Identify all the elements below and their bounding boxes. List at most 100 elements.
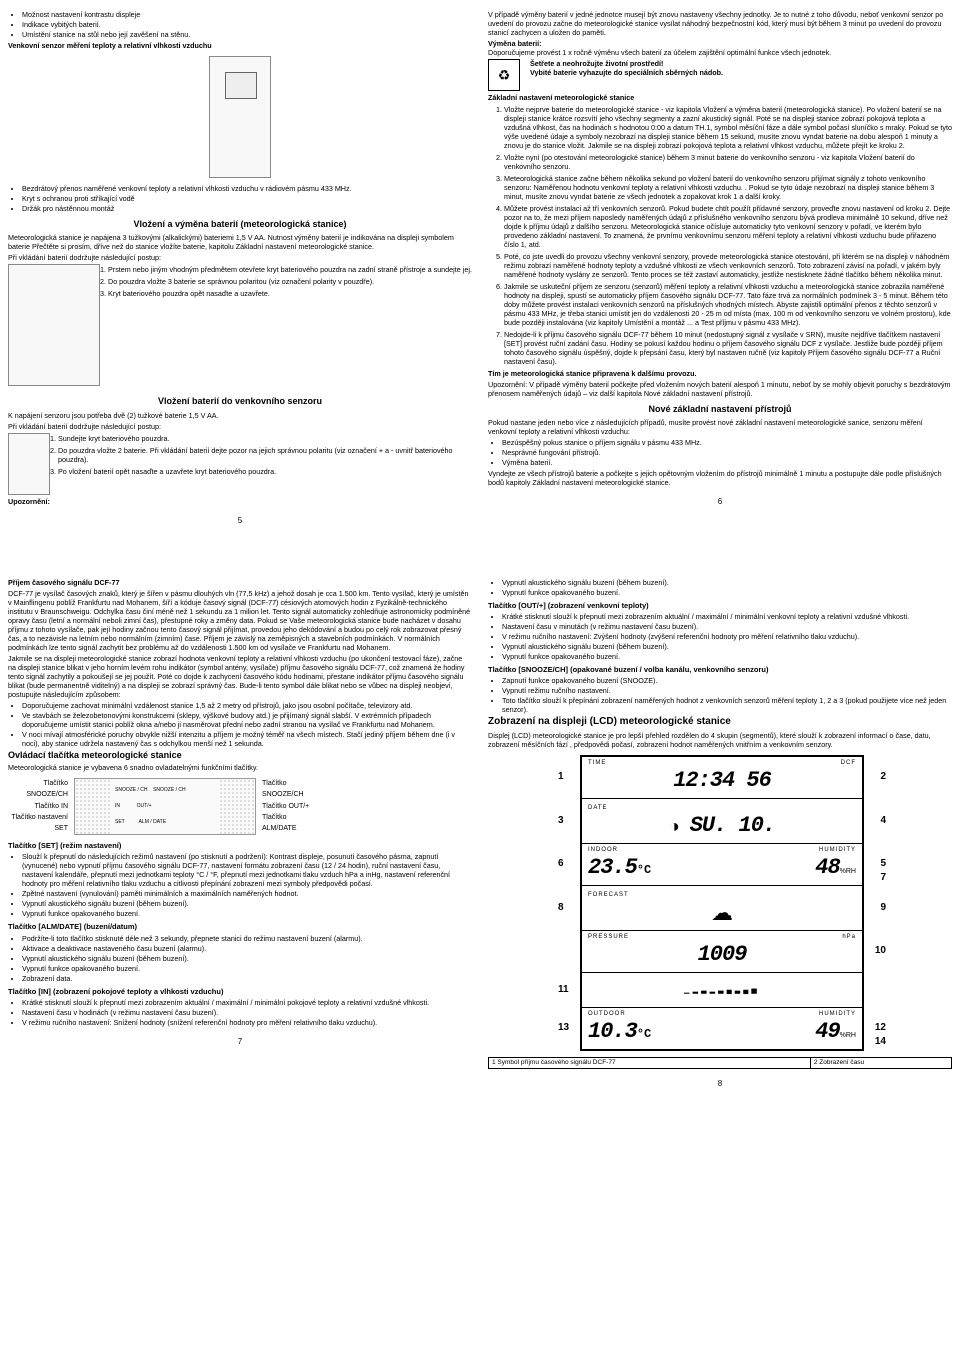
callout-5: 5 — [880, 858, 886, 871]
callout-4: 4 — [880, 815, 886, 828]
ready-note: Upozornění: V případě výměny baterií poč… — [488, 380, 952, 398]
list-item: V noci mívají atmosférické poruchy obvyk… — [22, 730, 472, 748]
lcd-forecast-row: 8 9 FORECAST ☁ — [582, 886, 862, 931]
list-item: Bezúspěšný pokus stanice o příjem signál… — [502, 438, 952, 447]
img-btn-label: SNOOZE / CH — [153, 787, 186, 793]
callout-2: 2 — [880, 771, 886, 784]
list-item: V režimu ručního nastavení: Snížení hodn… — [22, 1018, 472, 1027]
list-item: Možnost nastavení kontrastu displeje — [22, 10, 472, 19]
lcd-display-diagram: 1 2 TIME DCF 12:34 56 3 4 DATE — [580, 755, 860, 1051]
sensor-battery-heading: Vložení baterií do venkovního senzoru — [8, 396, 472, 407]
list-item: Po vložení baterií opět nasaďte a uzavře… — [24, 467, 472, 476]
list-item: Nastavení času v hodinách (v režimu nast… — [22, 1008, 472, 1017]
callout-7: 7 — [880, 872, 886, 885]
list-item: Vypnutí režimu ručního nastavení. — [502, 686, 952, 695]
list-item: Vypnutí akustického signálu buzení (běhe… — [502, 578, 952, 587]
list-item: Vložte nejprve baterie do meteorologické… — [504, 105, 952, 150]
list-item: Vypnutí funkce opakovaného buzení. — [22, 909, 472, 918]
weather-icon: ☁ — [588, 899, 856, 927]
lcd-description: Displej (LCD) meteorologické stanice je … — [488, 731, 952, 749]
lcd-time-value: 12:34 56 — [588, 767, 856, 795]
lcd-label: hPa — [842, 934, 856, 942]
button-label: Tlačítko SNOOZE/CH — [8, 778, 68, 800]
callout-8: 8 — [558, 902, 564, 915]
page-7: Příjem časového signálu DCF-77 DCF-77 je… — [8, 576, 472, 1099]
list-item: Umístění stanice na stůl nebo její zavěš… — [22, 30, 472, 39]
in-title: Tlačítko [IN] (zobrazení pokojové teplot… — [8, 987, 472, 996]
moon-icon: ◑ — [669, 815, 680, 838]
lcd-date-value: SU. 10. — [690, 812, 775, 840]
lcd-indoor-hum: 48 — [815, 855, 839, 880]
img-btn-label: SET — [115, 819, 125, 825]
callout-12: 12 — [875, 1022, 886, 1035]
paragraph: V případě výměny baterií v jedné jednotc… — [488, 10, 952, 37]
lcd-unit: %RH — [840, 868, 856, 875]
img-btn-label: ALM / DATE — [139, 819, 166, 825]
list-item: Indikace vybitých baterií. — [22, 20, 472, 29]
lcd-pressure-row: 10 PRESSURE hPa 1009 — [582, 931, 862, 973]
list-item: Nedojde-li k příjmu časového signálu DCF… — [504, 330, 952, 366]
callout-3: 3 — [558, 815, 564, 828]
button-labels-right: Tlačítko SNOOZE/CH Tlačítko OUT/+ Tlačít… — [262, 778, 322, 834]
new-basic-list: Bezúspěšný pokus stanice o příjem signál… — [488, 438, 952, 467]
lcd-indoor-temp: 23.5 — [588, 855, 637, 880]
dcf-title: Příjem časového signálu DCF-77 — [8, 578, 472, 587]
list-item: Aktivace a deaktivace nastaveného času b… — [22, 944, 472, 953]
list-item: Zpětné nastavení (vynulování) paměti min… — [22, 889, 472, 898]
new-basic-title: Nové základní nastavení přístrojů — [488, 404, 952, 415]
lcd-date-row: 3 4 DATE ◑ SU. 10. — [582, 799, 862, 844]
new-basic-text: Pokud nastane jeden nebo více z následuj… — [488, 418, 952, 436]
list-item: Nesprávné fungování přístrojů. — [502, 448, 952, 457]
list-item: Vypnutí akustického signálu buzení (běhe… — [22, 899, 472, 908]
lcd-label: OUTDOOR — [588, 1011, 626, 1019]
list-item: Bezdrátový přenos naměřené venkovní tepl… — [22, 184, 472, 193]
list-item: Do pouzdra vložte 2 baterie. Při vkládán… — [24, 446, 472, 464]
lcd-screen: 1 2 TIME DCF 12:34 56 3 4 DATE — [580, 755, 864, 1051]
out-title: Tlačítko [OUT/+] (zobrazení venkovní tep… — [488, 601, 952, 610]
list-item: Krátké stisknutí slouží k přepnutí mezi … — [22, 998, 472, 1007]
callout-9: 9 — [880, 902, 886, 915]
list-item: Zapnutí funkce opakovaného buzení (SNOOZ… — [502, 676, 952, 685]
lcd-indoor-row: 6 5 7 INDOOR HUMIDITY 23.5°C 48%RH — [582, 844, 862, 886]
list-item: Slouží k přepnutí do následujících režim… — [22, 852, 472, 888]
env-text: Vybité baterie vyhazujte do speciálních … — [530, 68, 723, 77]
callout-13: 13 — [558, 1022, 569, 1035]
list-item: Jakmile se uskuteční příjem ze senzoru (… — [504, 282, 952, 327]
lcd-label: HUMIDITY — [819, 847, 856, 855]
lcd-unit: °C — [637, 863, 651, 877]
list-item: Můžete provést instalaci až tří venkovní… — [504, 204, 952, 249]
lcd-pressure-value: 1009 — [588, 941, 856, 969]
page-number: 8 — [488, 1079, 952, 1089]
legend-cell: 2 Zobrazení času — [810, 1057, 951, 1068]
pressure-bars-icon: ▁▂▃▂▃▄▃▄▅ — [588, 985, 856, 994]
page-5: Možnost nastavení kontrastu displeje Ind… — [8, 8, 472, 536]
lcd-label: INDOOR — [588, 847, 618, 855]
list-item: Vypnutí akustického signálu buzení (běhe… — [22, 954, 472, 963]
lcd-label: DCF — [841, 760, 856, 768]
img-btn-label: OUT/+ — [137, 803, 152, 809]
list-item: Podržíte-li toto tlačítko stisknuté déle… — [22, 934, 472, 943]
list-item: Kryt s ochranou proti stříkající vodě — [22, 194, 472, 203]
lcd-title: Zobrazení na displeji (LCD) meteorologic… — [488, 716, 952, 729]
callout-11: 11 — [558, 984, 569, 997]
list-item: Držák pro nástěnnou montáž — [22, 204, 472, 213]
list-item: Nastavení času v minutách (v režimu nast… — [502, 622, 952, 631]
list-item: Doporučujeme zachovat minimální vzdáleno… — [22, 701, 472, 710]
button-label: Tlačítko SNOOZE/CH — [262, 778, 322, 800]
list-item: Zobrazení data. — [22, 974, 472, 983]
legend-cell: 1 Symbol příjmu časového signálu DCF-77 — [489, 1057, 811, 1068]
callout-6: 6 — [558, 858, 564, 871]
recycle-icon: ♻ — [488, 59, 520, 91]
sensor-battery-steps: Sundejte kryt bateriového pouzdra. Do po… — [8, 434, 472, 476]
ready-title: Tím je meteorologická stanice připravena… — [488, 369, 952, 378]
callout-10: 10 — [875, 945, 886, 958]
list-item: V režimu ručního nastavení: Zvýšení hodn… — [502, 632, 952, 641]
lcd-history-row: 11 ▁▂▃▂▃▄▃▄▅ — [582, 973, 862, 1008]
in-functions: Krátké stisknutí slouží k přepnutí mezi … — [8, 998, 472, 1027]
sensor-features: Bezdrátový přenos naměřené venkovní tepl… — [8, 184, 472, 213]
button-label: Tlačítko IN — [8, 801, 68, 812]
battery-text: Při vkládání baterií dodržujte následují… — [8, 253, 472, 262]
dcf-text: Jakmile se na displeji meteorologické st… — [8, 654, 472, 699]
list-item: Vložte nyní (po otestování meteorologick… — [504, 153, 952, 171]
change-title: Výměna baterií: — [488, 39, 542, 48]
